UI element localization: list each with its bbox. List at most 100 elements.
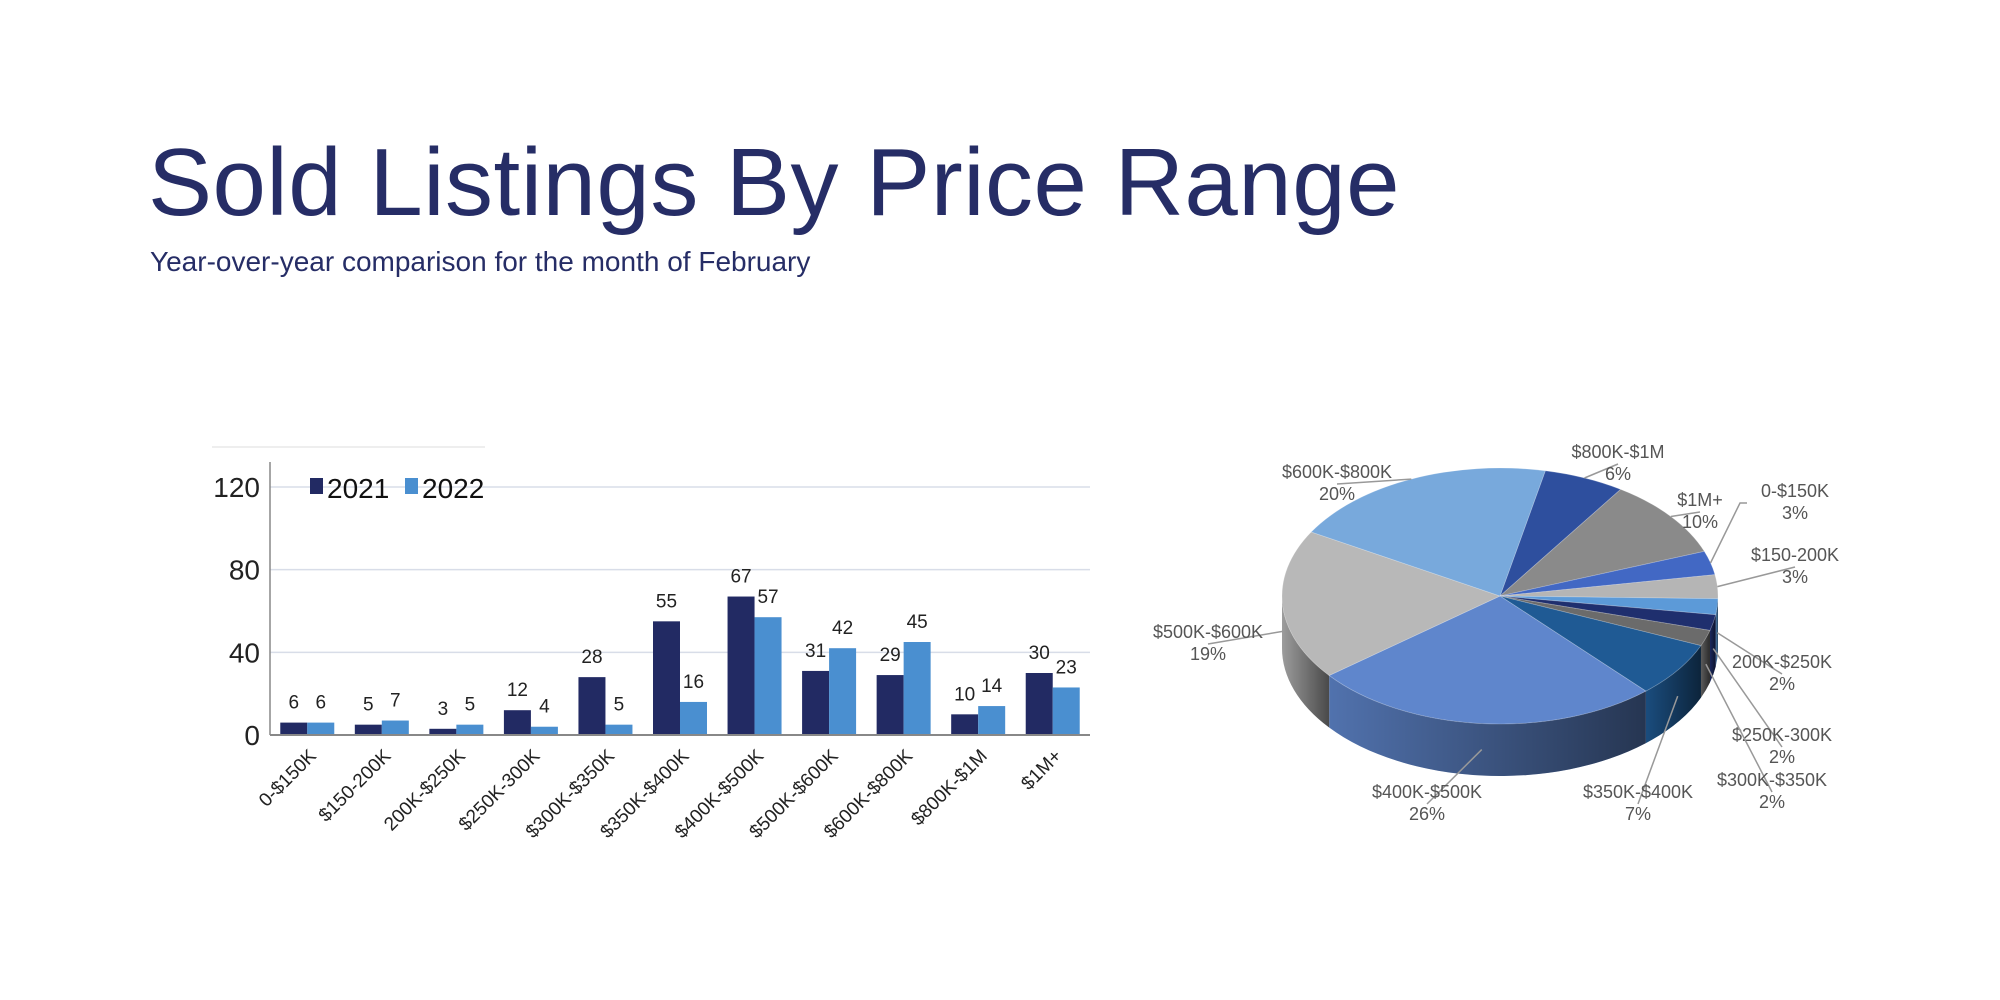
data-label: 5 bbox=[465, 695, 476, 716]
data-label: 55 bbox=[656, 591, 677, 612]
y-tick-label: 120 bbox=[213, 472, 260, 503]
pie-percent: 6% bbox=[1605, 464, 1631, 484]
pie-slice bbox=[1499, 595, 1719, 616]
bar-2021 bbox=[876, 675, 904, 735]
data-label: 57 bbox=[757, 587, 778, 608]
bar-2022 bbox=[829, 648, 857, 735]
y-tick-label: 40 bbox=[229, 637, 260, 668]
pie-label: $500K-$600K bbox=[1153, 622, 1263, 642]
pie-label: 200K-$250K bbox=[1732, 652, 1832, 672]
pie-slice bbox=[1310, 467, 1546, 597]
data-label: 28 bbox=[581, 647, 602, 668]
legend-label: 2022 bbox=[422, 473, 484, 504]
pie-label: $800K-$1M bbox=[1571, 442, 1664, 462]
pie-slice bbox=[1499, 595, 1717, 631]
bar-2022 bbox=[605, 724, 633, 735]
bar-2022 bbox=[530, 726, 558, 735]
page-subtitle: Year-over-year comparison for the month … bbox=[150, 246, 811, 277]
data-label: 31 bbox=[805, 641, 826, 662]
pie-slice bbox=[1328, 595, 1647, 725]
pie-percent: 2% bbox=[1759, 792, 1785, 812]
pie-label: $150-200K bbox=[1751, 545, 1839, 565]
bar-2022 bbox=[381, 720, 409, 735]
pie-slice bbox=[1499, 595, 1702, 692]
pie-slice bbox=[1499, 595, 1711, 647]
data-label: 6 bbox=[315, 693, 326, 714]
pie-label: $400K-$500K bbox=[1372, 782, 1482, 802]
data-label: 3 bbox=[438, 699, 449, 720]
data-label: 16 bbox=[683, 672, 704, 693]
y-tick-label: 0 bbox=[244, 720, 260, 751]
bar-2022 bbox=[680, 701, 707, 735]
bar-2021 bbox=[578, 677, 606, 735]
leader-line bbox=[1670, 511, 1701, 518]
pie-side-shade bbox=[1700, 630, 1710, 698]
legend-swatch-2022 bbox=[405, 478, 418, 494]
data-label: 5 bbox=[614, 695, 625, 716]
leader-line bbox=[1336, 478, 1412, 485]
leader-line bbox=[1716, 632, 1783, 675]
data-label: 45 bbox=[907, 612, 928, 633]
data-label: 23 bbox=[1056, 657, 1077, 678]
bar-2022 bbox=[978, 706, 1006, 735]
data-label: 30 bbox=[1029, 643, 1050, 664]
leader-line bbox=[1717, 566, 1796, 588]
pie-label: $350K-$400K bbox=[1583, 782, 1693, 802]
page-title: Sold Listings By Price Range bbox=[148, 129, 1400, 236]
leader-line bbox=[1712, 648, 1783, 748]
data-label: 6 bbox=[288, 693, 299, 714]
y-tick-label: 80 bbox=[229, 555, 260, 586]
pie-label: $300K-$350K bbox=[1717, 770, 1827, 790]
bar-2021 bbox=[1025, 673, 1053, 735]
data-label: 42 bbox=[832, 618, 853, 639]
legend-label: 2021 bbox=[327, 473, 389, 504]
pie-percent: 2% bbox=[1769, 674, 1795, 694]
pie-side-shade bbox=[1709, 614, 1716, 683]
data-label: 29 bbox=[880, 645, 901, 666]
pie-side-shade bbox=[1645, 645, 1701, 744]
pie-label: $1M+ bbox=[1677, 490, 1723, 510]
data-label: 7 bbox=[390, 691, 401, 712]
pie-percent: 10% bbox=[1682, 512, 1718, 532]
pie-slice bbox=[1499, 470, 1622, 597]
leader-line bbox=[1637, 695, 1679, 805]
bar-2022 bbox=[1052, 687, 1080, 735]
data-label: 67 bbox=[730, 567, 751, 588]
bar-2022 bbox=[754, 617, 782, 735]
pie-label: $250K-300K bbox=[1732, 725, 1832, 745]
data-label: 10 bbox=[954, 684, 975, 705]
pie-side-shade bbox=[1282, 596, 1330, 728]
legend-swatch-2021 bbox=[310, 478, 323, 494]
pie-percent: 26% bbox=[1409, 804, 1445, 824]
pie-side-shade bbox=[1715, 598, 1718, 667]
bar-2021 bbox=[802, 670, 830, 735]
pie-label: 0-$150K bbox=[1761, 481, 1829, 501]
bar-2021 bbox=[653, 621, 680, 735]
leader-line bbox=[1705, 663, 1773, 793]
leader-line bbox=[1584, 463, 1619, 479]
bar-2022 bbox=[307, 722, 335, 735]
leader-line bbox=[1426, 749, 1483, 805]
data-label: 14 bbox=[981, 676, 1003, 697]
bar-2021 bbox=[727, 596, 755, 735]
pie-percent: 7% bbox=[1625, 804, 1651, 824]
leader-line bbox=[1207, 630, 1283, 645]
bar-2022 bbox=[903, 642, 931, 735]
data-label: 4 bbox=[539, 697, 550, 718]
data-label: 12 bbox=[507, 680, 528, 701]
pie-percent: 2% bbox=[1769, 747, 1795, 767]
pie-percent: 3% bbox=[1782, 503, 1808, 523]
bar-2021 bbox=[280, 722, 308, 735]
leader-line bbox=[1709, 502, 1747, 564]
pie-percent: 3% bbox=[1782, 567, 1808, 587]
pie-side-shade bbox=[1329, 675, 1646, 776]
pie-percent: 20% bbox=[1319, 484, 1355, 504]
bar-2021 bbox=[951, 714, 979, 735]
pie-slice bbox=[1281, 531, 1502, 676]
data-label: 5 bbox=[363, 695, 374, 716]
bar-2021 bbox=[503, 710, 531, 735]
bar-2022 bbox=[456, 724, 484, 735]
pie-label: $600K-$800K bbox=[1282, 462, 1392, 482]
